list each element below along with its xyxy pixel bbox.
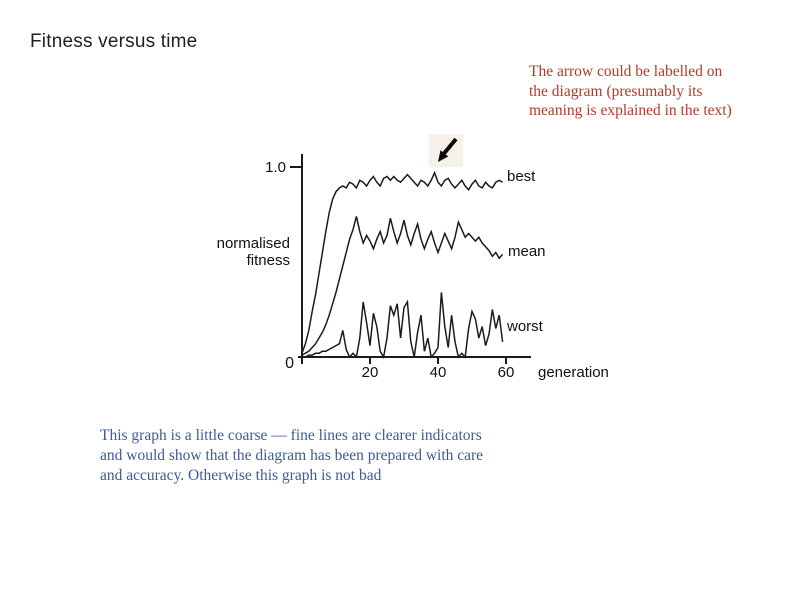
chart-series: [301, 170, 504, 360]
blue-note-line: and accuracy. Otherwise this graph is no…: [100, 467, 382, 484]
arrow-icon: [438, 137, 458, 162]
blue-note-line: This graph is a little coarse — fine lin…: [100, 427, 482, 444]
red-note-line: The arrow could be labelled on: [529, 63, 723, 80]
red-annotation-note: The arrow could be labelled on the diagr…: [529, 62, 800, 121]
page-title: Fitness versus time: [30, 31, 198, 52]
blue-annotation-note: This graph is a little coarse — fine lin…: [100, 426, 570, 486]
x-axis-tick-label: 60: [497, 364, 515, 381]
y-axis-title: normalised fitness: [190, 235, 290, 269]
y-axis-title-line: fitness: [246, 252, 290, 269]
origin-tick-label: 0: [285, 355, 294, 372]
red-note-line: meaning is explained in the text): [529, 102, 732, 119]
x-axis-tick-label: 40: [429, 364, 447, 381]
series-label-worst: worst: [507, 318, 543, 335]
series-label-mean: mean: [508, 243, 546, 260]
y-axis-tick-label: 1.0: [265, 159, 286, 176]
x-axis-title: generation: [538, 364, 609, 381]
x-axis-tick-label: 20: [361, 364, 379, 381]
blue-note-line: and would show that the diagram has been…: [100, 447, 484, 464]
y-axis-title-line: normalised: [216, 235, 290, 252]
red-note-line: the diagram (presumably its: [529, 82, 703, 100]
series-label-best: best: [507, 168, 536, 185]
